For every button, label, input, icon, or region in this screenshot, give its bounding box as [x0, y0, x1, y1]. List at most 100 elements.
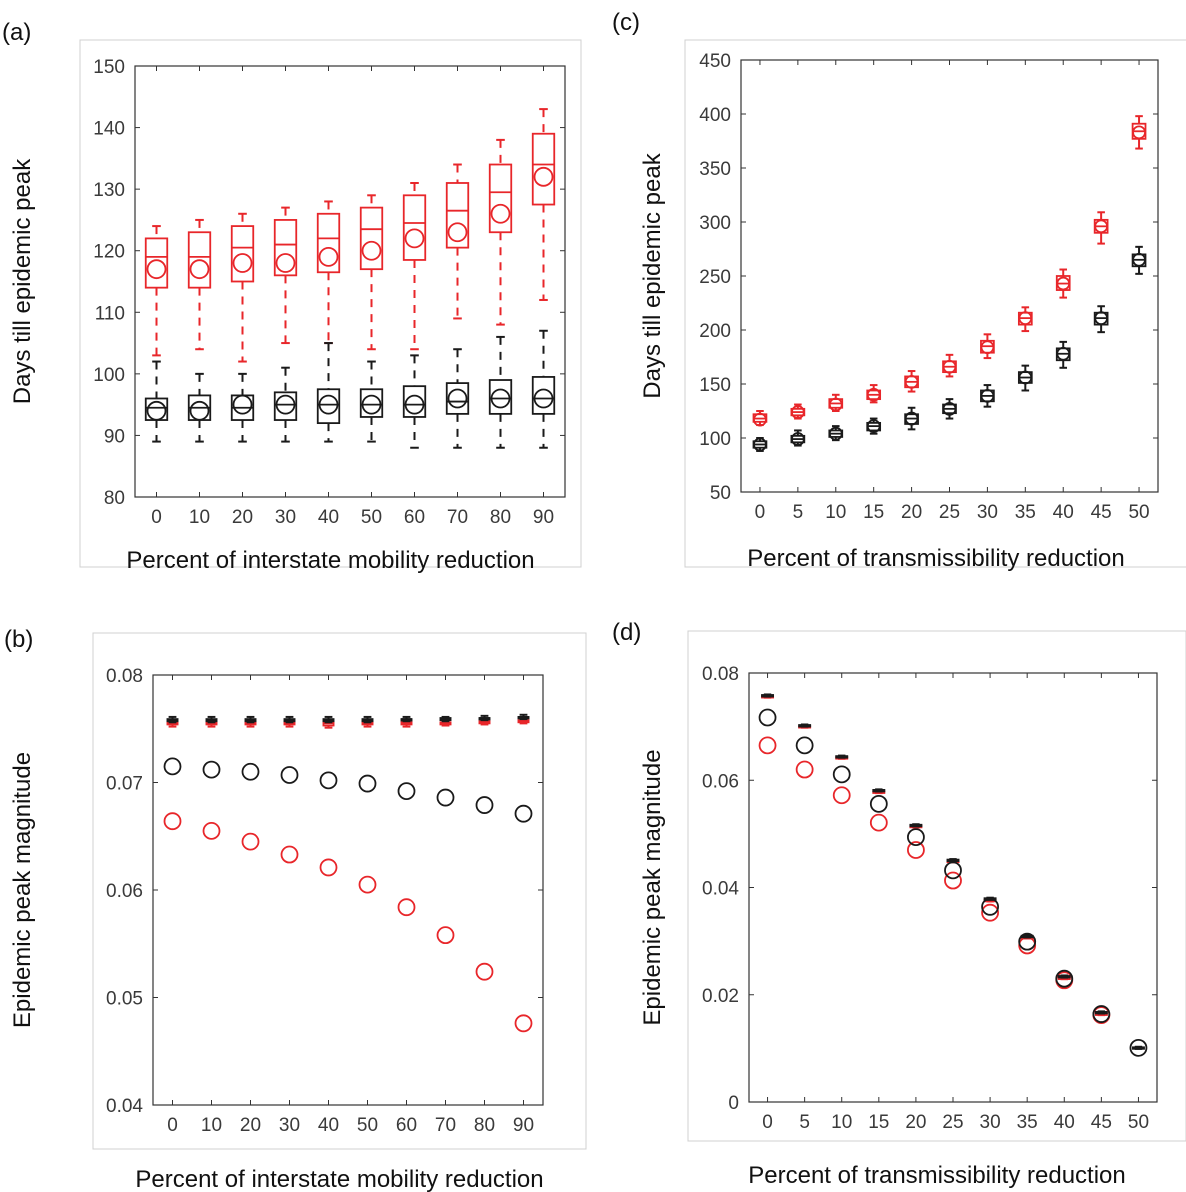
mean-marker: [280, 845, 299, 864]
mean-marker: [447, 388, 468, 409]
x-tick-label: 30: [279, 1115, 300, 1136]
box-20-series_b: [907, 823, 925, 846]
box-50-series_b: [1129, 1038, 1148, 1057]
x-axis-label: Percent of interstate mobility reduction: [126, 547, 534, 574]
box-90-series_a: [514, 718, 533, 1033]
box-iqr: [230, 225, 255, 283]
mean-marker: [490, 203, 511, 224]
mean-marker: [1018, 932, 1037, 951]
panel-label: (a): [2, 19, 31, 46]
mean-marker: [1129, 1038, 1148, 1057]
panel-label: (d): [612, 619, 641, 646]
mean-marker: [514, 804, 533, 823]
box-40-series_a: [1055, 268, 1071, 299]
axes-box: [152, 674, 544, 1106]
y-tick-label: 90: [104, 426, 125, 447]
box-60-series_a: [402, 181, 427, 351]
mean-marker: [397, 898, 416, 917]
box-iqr: [531, 376, 556, 415]
box-50-series_b: [358, 715, 377, 793]
mean-marker: [358, 774, 377, 793]
mean-marker: [1018, 311, 1033, 326]
mean-marker: [869, 813, 888, 832]
mean-marker: [866, 387, 881, 402]
y-tick-label: 120: [93, 242, 125, 263]
x-tick-label: 30: [275, 507, 296, 528]
box-0-series_a: [752, 410, 768, 427]
box-iqr: [144, 237, 169, 289]
mean-marker: [146, 400, 167, 421]
box-iqr: [316, 212, 341, 274]
mean-marker: [1132, 252, 1146, 267]
x-tick-label: 50: [1128, 502, 1149, 523]
y-tick-label: 0.04: [106, 1096, 143, 1117]
box-30-series_b: [981, 896, 999, 916]
box-iqr: [402, 194, 427, 261]
mean-marker: [1094, 311, 1109, 326]
mean-marker: [828, 397, 843, 412]
x-tick-label: 70: [447, 507, 468, 528]
x-tick-label: 20: [232, 507, 253, 528]
x-tick-label: 20: [905, 1112, 926, 1133]
mean-marker: [907, 841, 925, 859]
box-iqr: [445, 182, 470, 249]
mean-marker: [753, 412, 767, 427]
box-5-series_b: [790, 429, 806, 447]
mean-marker: [404, 228, 425, 249]
x-tick-label: 15: [863, 502, 884, 523]
y-tick-label: 130: [93, 180, 125, 201]
mean-marker: [163, 812, 182, 831]
box-0-series_b: [163, 715, 182, 776]
mean-marker: [944, 871, 962, 890]
box-20-series_b: [230, 372, 255, 443]
x-tick-label: 40: [1053, 502, 1074, 523]
chart-panel-c: (c) 50 100 150 200 250 300 350 400 450 0 5 10 15 20 25 3…: [612, 9, 1186, 572]
x-tick-label: 20: [901, 502, 922, 523]
y-axis-label: Days till epidemic peak: [9, 158, 36, 404]
y-tick-label: 80: [104, 488, 125, 509]
mean-marker: [318, 246, 339, 267]
mean-marker: [189, 259, 210, 280]
box-90-series_a: [531, 108, 556, 301]
y-tick-label: 100: [93, 365, 125, 386]
panel-label: (b): [4, 626, 33, 653]
box-50-series_a: [358, 719, 377, 894]
box-80-series_a: [475, 719, 494, 981]
x-tick-label: 70: [435, 1115, 456, 1136]
x-tick-label: 35: [1017, 1112, 1038, 1133]
box-iqr: [445, 382, 470, 415]
y-axis-label: Epidemic peak magnitude: [639, 749, 666, 1025]
mean-marker: [241, 762, 260, 781]
mean-marker: [790, 432, 805, 446]
x-tick-label: 0: [762, 1112, 773, 1133]
x-tick-label: 0: [167, 1115, 178, 1136]
box-40-series_b: [1055, 340, 1071, 369]
box-25-series_a: [942, 353, 957, 378]
box-10-series_b: [187, 372, 212, 443]
box-0-series_b: [144, 360, 169, 443]
box-10-series_a: [202, 719, 221, 840]
mean-marker: [981, 897, 999, 916]
mean-marker: [275, 394, 296, 415]
y-tick-label: 140: [93, 119, 125, 140]
box-iqr: [488, 163, 513, 234]
box-25-series_b: [944, 858, 962, 880]
mean-marker: [202, 760, 221, 779]
box-iqr: [359, 206, 384, 271]
panel-label: (c): [612, 9, 640, 36]
x-tick-label: 5: [799, 1112, 810, 1133]
y-tick-label: 450: [699, 51, 731, 72]
box-30-series_a: [273, 206, 298, 345]
y-tick-label: 0: [728, 1093, 739, 1114]
mean-marker: [163, 757, 182, 776]
box-45-series_b: [1093, 305, 1109, 334]
y-tick-label: 200: [699, 321, 731, 342]
y-tick-label: 0.06: [106, 881, 143, 902]
mean-marker: [1018, 370, 1033, 385]
box-70-series_a: [436, 719, 455, 945]
x-tick-label: 80: [490, 507, 511, 528]
x-tick-label: 10: [825, 502, 846, 523]
x-tick-label: 0: [755, 502, 766, 523]
box-40-series_b: [316, 342, 341, 443]
mean-marker: [1132, 125, 1146, 140]
